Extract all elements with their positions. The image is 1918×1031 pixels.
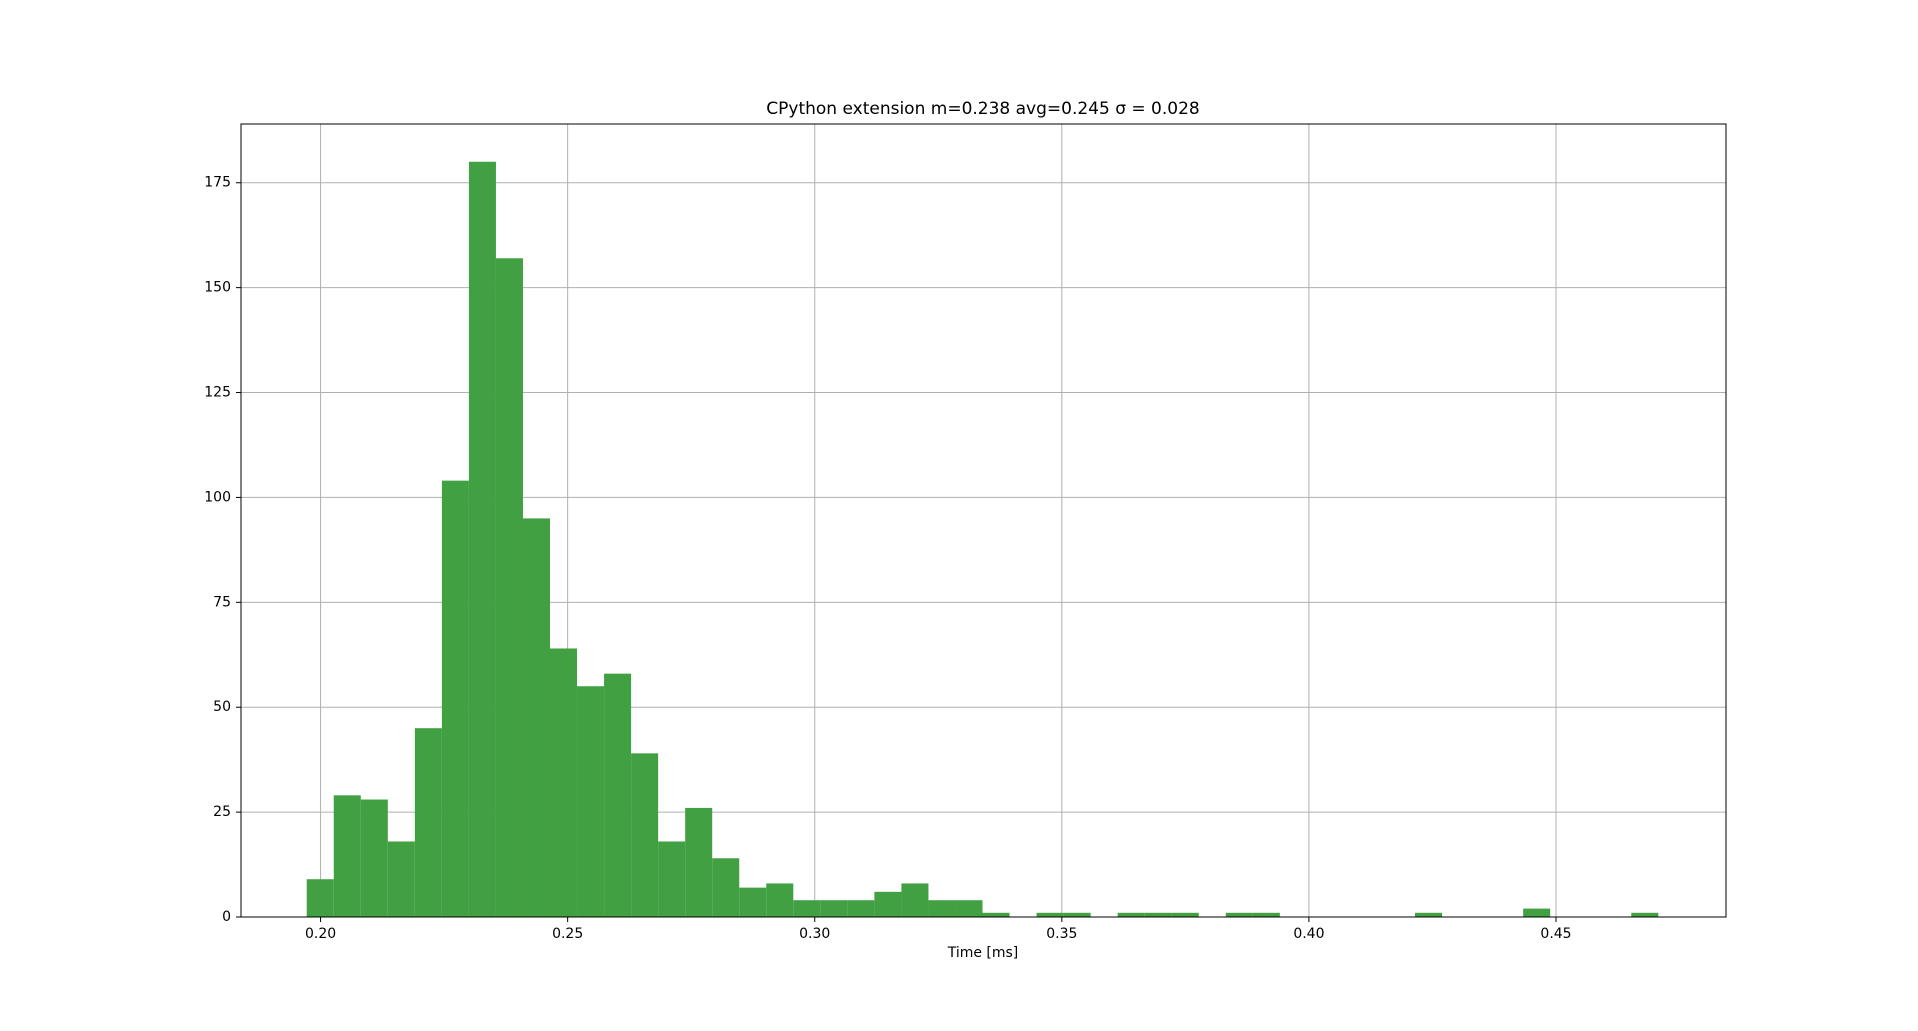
x-axis-label: Time [ms]	[947, 945, 1019, 961]
x-tick-label: 0.35	[1046, 926, 1077, 942]
bar	[901, 883, 929, 917]
bar	[820, 900, 848, 917]
bar	[1252, 912, 1280, 917]
bar	[793, 900, 821, 917]
bar	[928, 900, 956, 917]
y-tick-label: 75	[213, 594, 231, 610]
bar	[333, 795, 361, 917]
bar	[847, 900, 875, 917]
bar	[685, 807, 713, 917]
bar	[955, 900, 983, 917]
x-tick-label: 0.20	[305, 926, 336, 942]
bar	[1225, 912, 1253, 917]
bar	[658, 841, 686, 917]
bar	[1631, 912, 1659, 917]
bar	[468, 161, 496, 917]
bar	[360, 799, 388, 917]
x-tick-label: 0.25	[552, 926, 583, 942]
y-tick-label: 100	[204, 489, 231, 505]
bar	[522, 518, 551, 917]
bar	[604, 673, 632, 917]
y-tick-label: 0	[222, 909, 231, 925]
bar	[441, 480, 469, 917]
bar	[766, 883, 794, 917]
plot-frame	[240, 123, 1727, 918]
y-tick-label: 50	[213, 699, 231, 715]
y-tick-label: 175	[204, 175, 231, 191]
bar	[1036, 912, 1064, 917]
bar	[1144, 912, 1172, 917]
x-tick-label: 0.30	[799, 926, 830, 942]
bar	[739, 887, 767, 917]
bar	[1117, 912, 1145, 917]
bar	[577, 686, 605, 917]
bar	[495, 258, 523, 918]
y-tick-label: 25	[213, 804, 231, 820]
bar	[874, 891, 902, 917]
bar	[1523, 908, 1551, 917]
bar	[1415, 912, 1443, 917]
bar	[550, 648, 578, 917]
bar	[712, 858, 740, 917]
bar	[631, 753, 659, 917]
bar	[387, 841, 415, 917]
chart-title: CPython extension m=0.238 avg=0.245 σ = …	[766, 99, 1199, 119]
bar	[982, 912, 1010, 917]
bar	[306, 879, 334, 917]
bar	[1063, 912, 1091, 917]
y-tick-label: 125	[204, 385, 231, 401]
x-tick-label: 0.40	[1293, 926, 1324, 942]
bar	[414, 728, 442, 917]
y-tick-label: 150	[204, 280, 231, 296]
bar	[1171, 912, 1199, 917]
x-tick-label: 0.45	[1540, 926, 1571, 942]
